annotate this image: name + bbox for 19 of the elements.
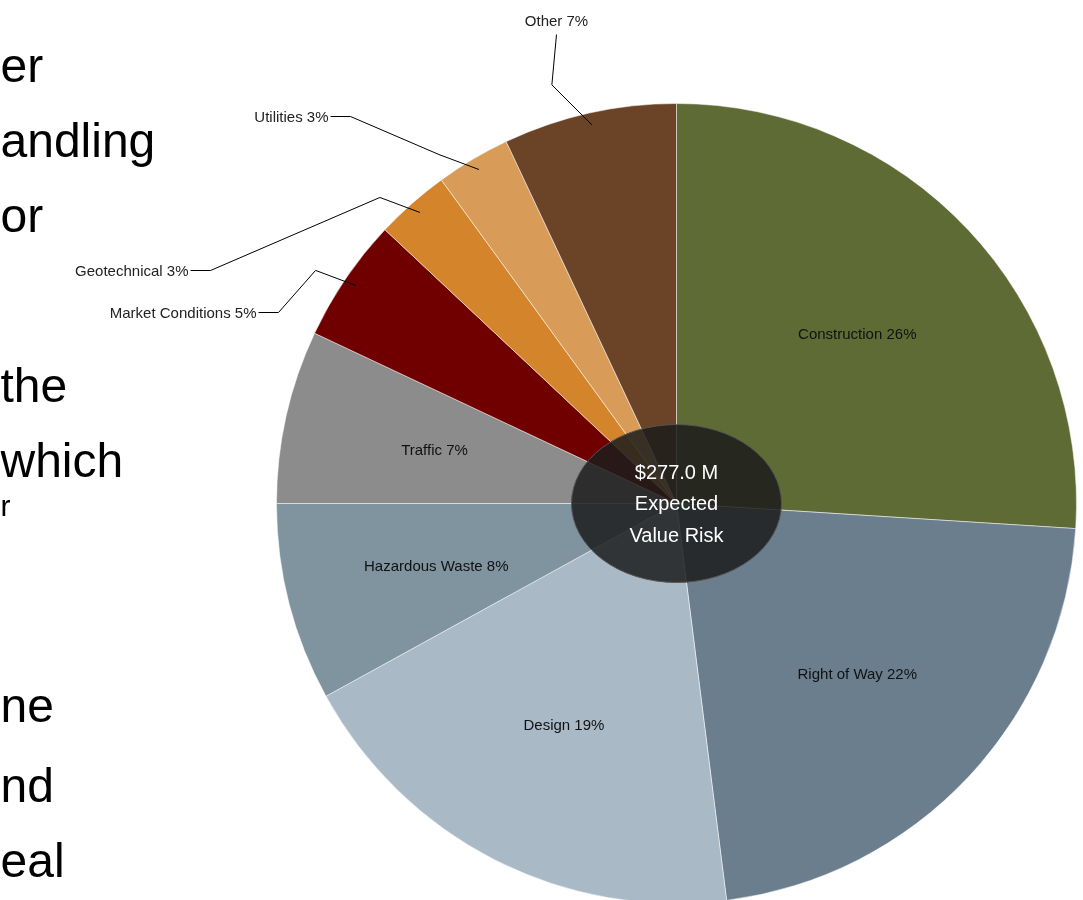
slice-label: Hazardous Waste 8%	[364, 556, 509, 574]
slice-label: Geotechnical 3%	[75, 262, 189, 279]
slice-label: Other 7%	[524, 12, 589, 29]
text: nd	[0, 759, 54, 812]
text: r	[0, 489, 11, 522]
text: ne	[0, 679, 54, 732]
slice-label: Right of Way 22%	[797, 664, 918, 682]
text: which	[0, 434, 124, 487]
text: the	[0, 359, 68, 412]
slice-label: Market Conditions 5%	[109, 304, 257, 321]
text: $277.0 M Expected Value Risk	[629, 460, 725, 547]
slice-label: Traffic 7%	[401, 440, 468, 458]
slice-label: Utilities 3%	[254, 108, 329, 125]
text: er	[0, 39, 44, 92]
text: eal	[0, 834, 65, 887]
slice-label: Construction 26%	[798, 325, 917, 343]
text: or	[0, 189, 44, 242]
slice-label: Design 19%	[523, 715, 605, 733]
text: andling	[0, 114, 156, 167]
